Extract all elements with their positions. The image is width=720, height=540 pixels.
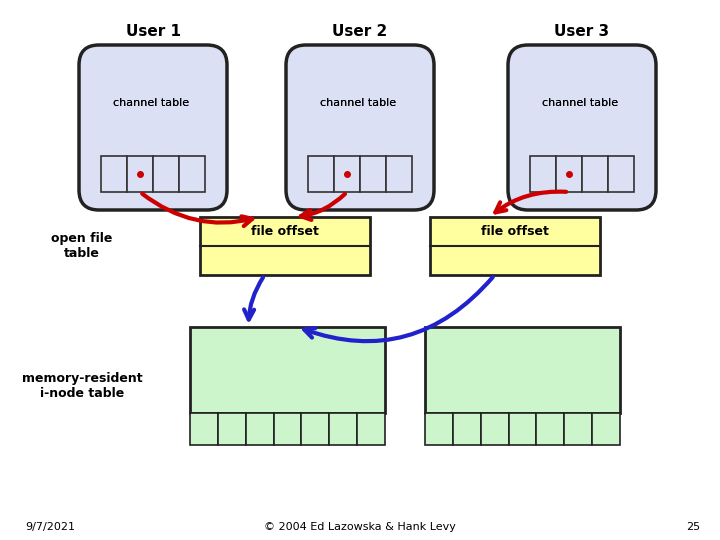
Text: channel table: channel table	[542, 98, 618, 107]
Bar	[536, 413, 564, 445]
Text: channel table: channel table	[113, 98, 189, 107]
Bar	[425, 327, 620, 413]
Bar	[302, 413, 329, 445]
Bar	[592, 413, 620, 445]
Bar	[530, 156, 556, 192]
Bar	[274, 413, 302, 445]
Text: open file
table: open file table	[51, 232, 113, 260]
Bar	[425, 413, 453, 445]
Text: memory-resident
i-node table: memory-resident i-node table	[22, 372, 143, 400]
Bar	[508, 413, 536, 445]
Bar	[582, 156, 608, 192]
Text: channel table: channel table	[113, 98, 189, 107]
Text: 9/7/2021: 9/7/2021	[25, 522, 75, 532]
Bar	[430, 217, 600, 275]
Bar	[190, 413, 218, 445]
Bar	[334, 156, 360, 192]
Bar	[218, 413, 246, 445]
Bar	[608, 156, 634, 192]
Bar	[357, 413, 385, 445]
Bar	[564, 413, 592, 445]
Text: © 2004 Ed Lazowska & Hank Levy: © 2004 Ed Lazowska & Hank Levy	[264, 522, 456, 532]
Text: channel table: channel table	[320, 98, 396, 107]
Bar	[308, 156, 334, 192]
Bar	[190, 327, 385, 413]
Bar	[329, 413, 357, 445]
Bar	[556, 156, 582, 192]
Text: User 1: User 1	[125, 24, 181, 39]
FancyBboxPatch shape	[79, 45, 227, 210]
Bar	[386, 156, 412, 192]
Text: file offset: file offset	[251, 225, 319, 238]
Text: channel table: channel table	[320, 98, 396, 107]
Bar	[200, 217, 370, 275]
Text: User 2: User 2	[333, 24, 387, 39]
Text: channel table: channel table	[542, 98, 618, 107]
Bar	[153, 156, 179, 192]
FancyBboxPatch shape	[508, 45, 656, 210]
Bar	[481, 413, 508, 445]
Text: User 3: User 3	[554, 24, 610, 39]
Bar	[179, 156, 205, 192]
Bar	[453, 413, 481, 445]
FancyBboxPatch shape	[286, 45, 434, 210]
Bar	[101, 156, 127, 192]
Bar	[360, 156, 386, 192]
Bar	[246, 413, 274, 445]
Bar	[127, 156, 153, 192]
Text: 25: 25	[686, 522, 700, 532]
Text: file offset: file offset	[481, 225, 549, 238]
